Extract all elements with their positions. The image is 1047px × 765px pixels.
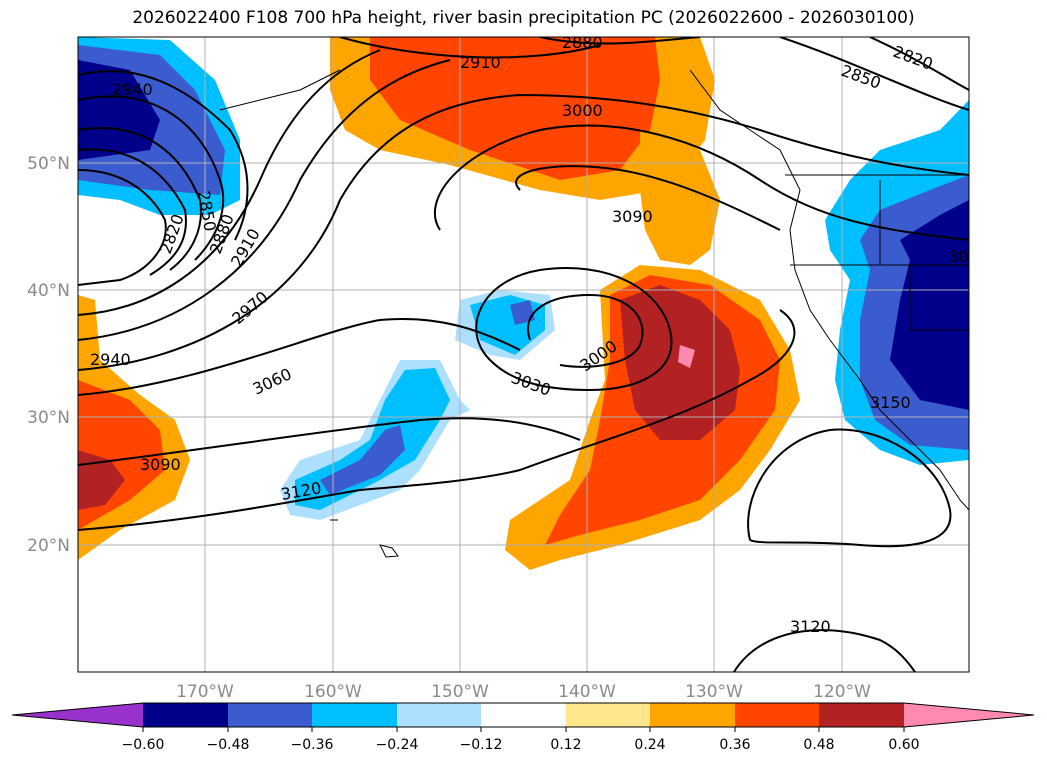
- colorbar-tick-label: −0.60: [122, 737, 165, 753]
- contour-label: 3000: [562, 101, 603, 120]
- colorbar-tick-label: 0.12: [550, 737, 581, 753]
- lat-tick-label: 50°N: [27, 154, 70, 174]
- colorbar-segment: [735, 703, 819, 727]
- colorbar-tick-label: 0.48: [803, 737, 834, 753]
- colorbar-ticks: [142, 727, 905, 732]
- lat-tick-label: 30°N: [27, 408, 70, 428]
- colorbar-segment: [397, 703, 481, 727]
- map-frame: [77, 36, 970, 673]
- colorbar-tick-label: −0.12: [460, 737, 503, 753]
- colorbar-tick-label: 0.60: [888, 737, 919, 753]
- colorbar-extend-low: [12, 703, 143, 727]
- colorbar-tick-label: 0.36: [719, 737, 750, 753]
- contour-label: 30: [948, 247, 968, 266]
- contour-label: 2940: [90, 350, 131, 369]
- contour-label: 3090: [140, 455, 181, 474]
- lon-tick-label: 130°W: [685, 682, 743, 702]
- contour-label: 2910: [460, 53, 501, 72]
- map-plot: 2940 2820 2850 2880 2910 2970 2940 3060 …: [78, 33, 969, 672]
- colorbar-tick-label: −0.36: [291, 737, 334, 753]
- graticule: [78, 37, 969, 672]
- contour-label: 3090: [612, 207, 653, 226]
- colorbar-tick-label: −0.24: [376, 737, 419, 753]
- precip-anomaly-us-west: [825, 100, 969, 465]
- contour-label: 3150: [870, 393, 911, 412]
- colorbar-segment: [143, 703, 228, 727]
- contour-label: 2880: [562, 33, 603, 52]
- lon-tick-label: 120°W: [813, 682, 871, 702]
- lat-tick-label: 20°N: [27, 536, 70, 556]
- lat-tick-label: 40°N: [27, 281, 70, 301]
- latitude-ticks: 50°N 40°N 30°N 20°N: [27, 154, 70, 556]
- colorbar-segment: [566, 703, 650, 727]
- lon-tick-label: 150°W: [431, 682, 489, 702]
- colorbar-tick-label: 0.24: [634, 737, 665, 753]
- colorbar-tick-label: −0.48: [207, 737, 250, 753]
- colorbar-segment: [228, 703, 312, 727]
- colorbar: −0.60 −0.48 −0.36 −0.24 −0.12 0.12 0.24 …: [11, 702, 1035, 753]
- colorbar-segment: [312, 703, 397, 727]
- lon-tick-label: 160°W: [304, 682, 362, 702]
- contour-label: 2940: [112, 80, 153, 99]
- longitude-ticks: 170°W 160°W 150°W 140°W 130°W 120°W: [176, 682, 871, 702]
- lon-tick-label: 170°W: [176, 682, 234, 702]
- map-title: 2026022400 F108 700 hPa height, river ba…: [132, 8, 915, 28]
- contour-label: 3120: [790, 617, 831, 636]
- colorbar-extend-high: [904, 703, 1034, 727]
- colorbar-segment: [650, 703, 735, 727]
- colorbar-segment: [819, 703, 904, 727]
- coastlines: [219, 69, 969, 558]
- lon-tick-label: 140°W: [558, 682, 616, 702]
- precip-anomaly-central-blue: [280, 290, 555, 520]
- height-contours: [78, 37, 969, 672]
- colorbar-segment: [481, 703, 566, 727]
- precip-anomaly-north-pacific: [330, 37, 720, 265]
